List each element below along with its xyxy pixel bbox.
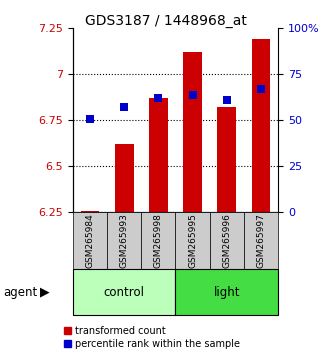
Point	[258, 86, 263, 92]
Bar	[217, 108, 236, 212]
Legend: transformed count, percentile rank within the sample: transformed count, percentile rank withi…	[65, 326, 240, 349]
Text: light: light	[213, 286, 240, 298]
Text: GSM265984: GSM265984	[85, 213, 94, 268]
Bar	[107, 212, 141, 269]
Bar	[175, 269, 278, 315]
Bar	[141, 212, 175, 269]
Text: control: control	[104, 286, 145, 298]
Point	[121, 105, 127, 110]
Bar	[175, 212, 210, 269]
Point	[87, 116, 93, 121]
Text: agent: agent	[3, 286, 37, 298]
Bar	[73, 269, 175, 315]
Point	[156, 96, 161, 101]
Point	[190, 92, 195, 97]
Bar	[80, 211, 99, 212]
Bar	[115, 144, 133, 212]
Bar	[244, 212, 278, 269]
Text: GSM265997: GSM265997	[257, 213, 265, 268]
Text: ▶: ▶	[40, 286, 50, 298]
Text: GSM265995: GSM265995	[188, 213, 197, 268]
Text: GSM265993: GSM265993	[119, 213, 129, 268]
Text: GDS3187 / 1448968_at: GDS3187 / 1448968_at	[84, 14, 247, 28]
Point	[224, 97, 229, 103]
Bar	[73, 212, 107, 269]
Bar	[183, 52, 202, 212]
Bar	[252, 39, 270, 212]
Text: GSM265998: GSM265998	[154, 213, 163, 268]
Bar	[149, 98, 168, 212]
Text: GSM265996: GSM265996	[222, 213, 231, 268]
Bar	[210, 212, 244, 269]
